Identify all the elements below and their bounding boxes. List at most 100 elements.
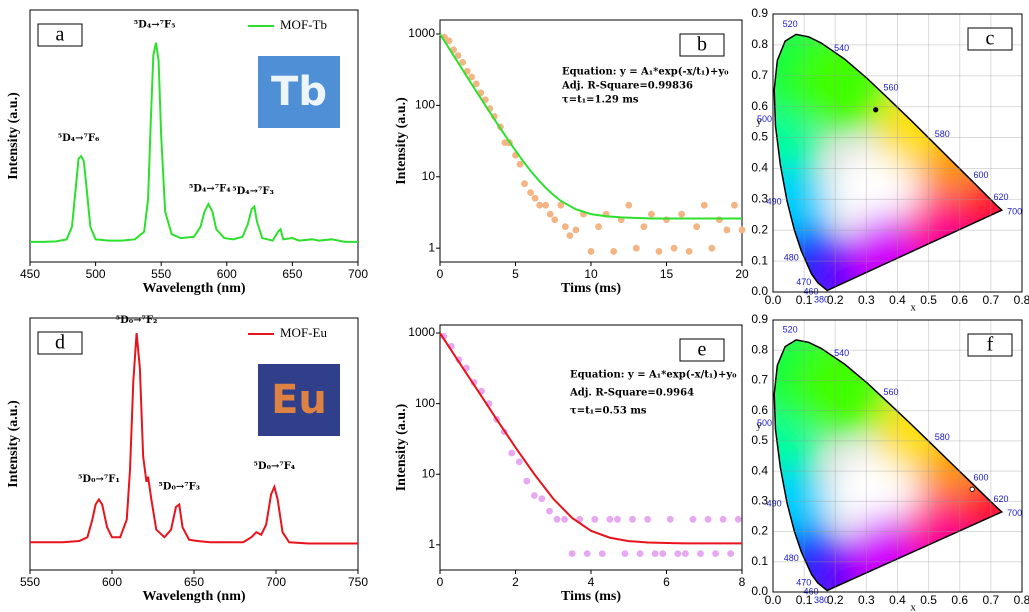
spectral-locus bbox=[773, 33, 1004, 292]
decay-point bbox=[587, 248, 595, 255]
decay-point bbox=[546, 507, 553, 515]
locus-label: 470 bbox=[796, 578, 811, 588]
x-axis-title: Wavelength (nm) bbox=[142, 281, 245, 296]
decay-point bbox=[663, 216, 670, 224]
decay-point bbox=[685, 248, 693, 255]
peak-label: ⁵D₄→⁷F₄ bbox=[189, 183, 231, 194]
peak-label: ⁵D₄→⁷F₆ bbox=[58, 133, 100, 144]
y-axis-title: Intensity (a.u.) bbox=[394, 403, 409, 491]
y-tick-label: 0.0 bbox=[751, 284, 768, 298]
decay-point bbox=[700, 201, 708, 209]
spectrum-line bbox=[30, 42, 358, 243]
decay-point bbox=[531, 194, 539, 202]
locus-label: 600 bbox=[974, 472, 989, 482]
decay-point bbox=[738, 226, 746, 234]
y-axis-title: y bbox=[756, 116, 762, 128]
plot-frame bbox=[439, 324, 743, 571]
decay-point bbox=[546, 210, 554, 218]
locus-label: 600 bbox=[974, 170, 989, 180]
y-tick-label: 0.2 bbox=[751, 524, 768, 538]
fit-annotation: Adj. R-Square=0.99836 bbox=[561, 81, 693, 92]
decay-point bbox=[610, 248, 618, 255]
locus-label: 460 bbox=[803, 286, 818, 296]
locus-label: 540 bbox=[834, 43, 849, 53]
inset-photo bbox=[258, 56, 340, 128]
decay-point bbox=[704, 515, 712, 523]
x-axis-title: Tims (ms) bbox=[561, 589, 621, 604]
peak-label: ⁵D₀→⁷F₂ bbox=[116, 315, 158, 326]
y-axis-title: Intensity (a.u.) bbox=[6, 92, 21, 180]
x-tick-label: 700 bbox=[348, 267, 368, 281]
panel-label-box bbox=[37, 23, 83, 47]
y-tick-label: 0.7 bbox=[751, 68, 768, 82]
gamut-color bbox=[830, 447, 921, 538]
x-tick-label: 0.6 bbox=[951, 293, 968, 307]
x-tick-label: 0.5 bbox=[920, 593, 937, 607]
x-tick-label: 550 bbox=[20, 575, 40, 589]
fit-annotation: τ=t₁=0.53 ms bbox=[570, 406, 647, 417]
gamut-color bbox=[830, 145, 921, 236]
decay-point bbox=[731, 201, 738, 209]
panel-label: e bbox=[698, 339, 707, 361]
x-tick-label: 650 bbox=[184, 575, 204, 589]
y-tick-label: 0.3 bbox=[751, 494, 768, 508]
y-tick-label: 0.6 bbox=[751, 403, 768, 417]
panel: 3804604704804905005205405605806006207000… bbox=[751, 6, 1029, 314]
decay-point bbox=[636, 550, 644, 558]
x-axis-title: x bbox=[910, 302, 916, 314]
decay-point bbox=[632, 244, 640, 252]
decay-point bbox=[625, 201, 633, 209]
locus-label: 700 bbox=[1007, 206, 1022, 216]
decay-point bbox=[640, 223, 648, 231]
plot-frame bbox=[29, 317, 359, 571]
decay-point bbox=[651, 550, 659, 558]
x-tick-label: 0.2 bbox=[827, 293, 844, 307]
locus-label: 490 bbox=[767, 197, 782, 207]
decay-point bbox=[561, 223, 569, 231]
y-tick-label: 10 bbox=[422, 169, 436, 183]
panel: 550 600 650 700 750 Wavelength (nm) Intensity … bbox=[6, 315, 368, 604]
y-tick-label: 1000 bbox=[408, 26, 435, 40]
x-tick-label: 0 bbox=[437, 575, 444, 589]
decay-point bbox=[561, 515, 568, 523]
y-tick-label: 0.8 bbox=[751, 37, 768, 51]
y-tick-label: 0.3 bbox=[751, 192, 768, 206]
x-tick-label: 600 bbox=[102, 575, 122, 589]
decay-point bbox=[644, 515, 652, 523]
decay-point bbox=[591, 515, 599, 523]
decay-point bbox=[697, 550, 704, 558]
decay-point bbox=[572, 226, 580, 234]
decay-point bbox=[515, 458, 523, 466]
peak-label: ⁵D₄→⁷F₅ bbox=[134, 20, 176, 31]
locus-label: 700 bbox=[1007, 508, 1022, 518]
locus-label: 560 bbox=[883, 387, 898, 397]
x-axis-title: x bbox=[910, 602, 916, 612]
inset-photo bbox=[258, 364, 340, 436]
y-tick-label: 0.6 bbox=[751, 99, 768, 113]
fit-line bbox=[439, 33, 742, 220]
decay-point bbox=[527, 189, 534, 197]
y-tick-label: 0.8 bbox=[751, 342, 768, 356]
panel-label: c bbox=[986, 28, 995, 50]
x-tick-label: 0.1 bbox=[796, 293, 813, 307]
x-axis-title: Tims (ms) bbox=[561, 281, 621, 296]
decay-point bbox=[659, 550, 667, 558]
decay-point bbox=[693, 223, 701, 231]
decay-point bbox=[598, 550, 606, 558]
y-tick-label: 0.4 bbox=[751, 161, 768, 175]
decay-point bbox=[542, 201, 550, 209]
locus-label: 580 bbox=[935, 129, 950, 139]
x-tick-label: 0 bbox=[437, 267, 444, 281]
locus-label: 480 bbox=[784, 553, 799, 563]
decay-point bbox=[553, 515, 561, 523]
panel: 3804604704804905005205405605806006207000… bbox=[751, 312, 1029, 612]
decay-point bbox=[621, 550, 629, 558]
x-tick-label: 0.3 bbox=[858, 593, 875, 607]
decay-point bbox=[516, 160, 524, 168]
locus-label: 520 bbox=[783, 325, 798, 335]
decay-point bbox=[508, 449, 516, 457]
legend-label: MOF-Eu bbox=[280, 325, 327, 340]
decay-point bbox=[670, 244, 678, 252]
panel-label: a bbox=[56, 24, 65, 46]
spectral-locus bbox=[773, 339, 1004, 592]
